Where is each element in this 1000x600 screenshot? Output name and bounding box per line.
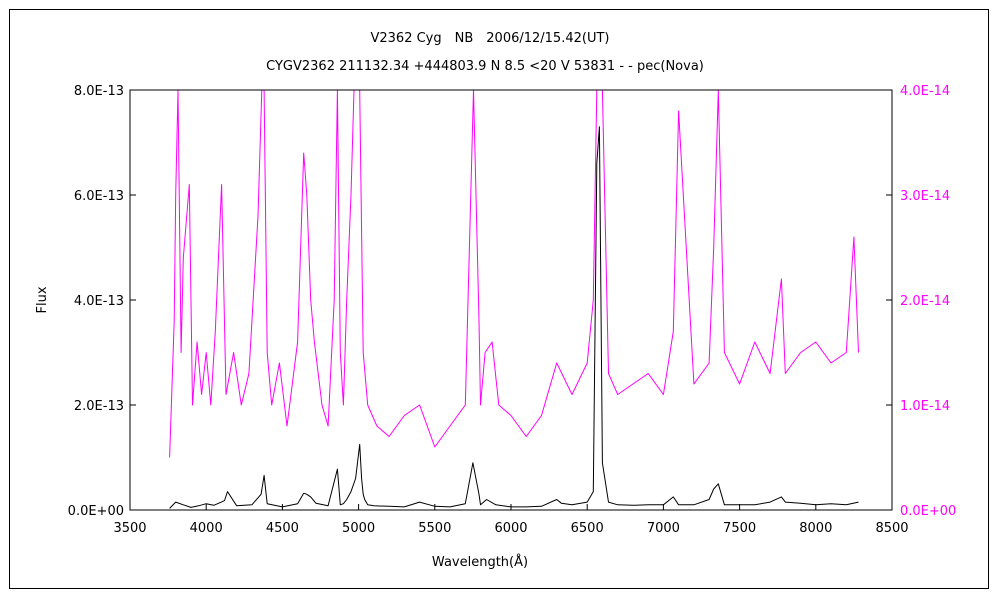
y2-tick-label: 4.0E-14: [900, 84, 950, 99]
chart-subtitle: CYGV2362 211132.34 +444803.9 N 8.5 <20 V…: [266, 59, 704, 74]
x-tick-label: 4000: [190, 521, 223, 536]
x-tick-label: 3500: [113, 521, 146, 536]
x-tick-label: 6500: [571, 521, 604, 536]
y2-tick-label: 3.0E-14: [900, 189, 950, 204]
y2-tick-label: 1.0E-14: [900, 399, 950, 414]
y-axis-left-ticks: 0.0E+00 2.0E-13 4.0E-13 6.0E-13 8.0E-13: [68, 84, 136, 519]
series-line-right-axis: [169, 89, 859, 458]
x-axis-label: Wavelength(Å): [432, 554, 528, 570]
x-tick-label: 6000: [494, 521, 527, 536]
x-tick-label: 7000: [647, 521, 680, 536]
series-line-left-axis: [169, 126, 859, 509]
x-tick-label: 5500: [418, 521, 451, 536]
x-tick-label: 8000: [799, 521, 832, 536]
y-tick-label: 2.0E-13: [74, 399, 124, 414]
y-tick-label: 0.0E+00: [68, 504, 124, 519]
y-tick-label: 6.0E-13: [74, 189, 124, 204]
y-tick-label: 8.0E-13: [74, 84, 124, 99]
x-tick-label: 8500: [875, 521, 908, 536]
chart-frame: V2362 Cyg NB 2006/12/15.42(UT) CYGV2362 …: [9, 9, 989, 589]
x-tick-label: 4500: [266, 521, 299, 536]
y2-tick-label: 0.0E+00: [900, 504, 956, 519]
y-tick-label: 4.0E-13: [74, 294, 124, 309]
spectrum-chart: V2362 Cyg NB 2006/12/15.42(UT) CYGV2362 …: [35, 31, 956, 570]
y-axis-label: Flux: [35, 286, 50, 313]
y2-tick-label: 2.0E-14: [900, 294, 950, 309]
plot-area: [129, 89, 893, 511]
y-axis-right-ticks: 0.0E+00 1.0E-14 2.0E-14 3.0E-14 4.0E-14: [886, 84, 956, 519]
x-tick-label: 7500: [723, 521, 756, 536]
series-layer: [169, 89, 859, 509]
x-tick-label: 5000: [342, 521, 375, 536]
x-axis-ticks: 3500 4000 4500 5000 5500 6000 6500 7000 7500 8000…: [113, 504, 909, 536]
chart-title: V2362 Cyg NB 2006/12/15.42(UT): [371, 31, 610, 46]
